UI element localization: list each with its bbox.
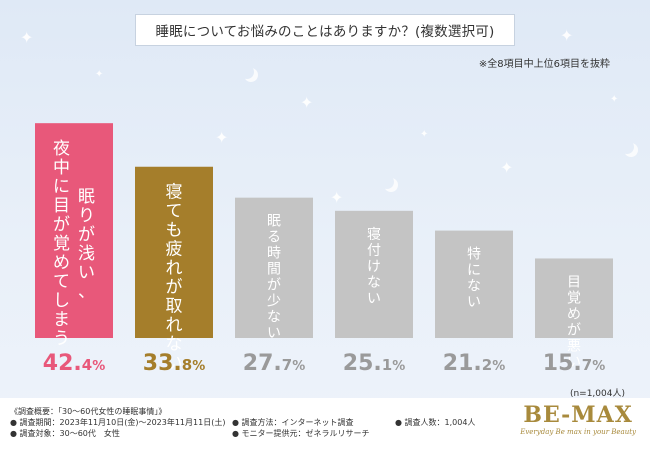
bar-label: 眠る時間が少ない	[267, 214, 281, 342]
sparkle-icon: ✦	[95, 69, 104, 80]
bar	[335, 210, 413, 338]
survey-provider: ● モニター提供元：ゼネラルリサーチ	[232, 429, 370, 438]
bar	[435, 230, 513, 338]
bar-label: 特にない	[467, 247, 481, 311]
value-label: 21.2%	[443, 351, 505, 376]
footer-col-1: 《調査概要：「30〜60代女性の睡眠事情」》 ● 調査期間：2023年11月10…	[10, 406, 225, 439]
footer-col-3: ● 調査人数：1,004人	[395, 417, 475, 428]
survey-footer: 《調査概要：「30〜60代女性の睡眠事情」》 ● 調査期間：2023年11月10…	[0, 398, 650, 450]
value-label: 42.4%	[43, 351, 105, 376]
sparkle-icon: ✦	[610, 94, 619, 105]
sparkle-icon: ✦	[560, 26, 574, 45]
bar	[235, 197, 313, 338]
value-label: 15.7%	[543, 351, 605, 376]
bar-label: 眠りが浅い、	[78, 187, 95, 302]
bar	[535, 258, 613, 338]
sparkle-icon: ✦	[420, 129, 429, 140]
brand-logo: BE-MAX Everyday Be max in your Beauty	[520, 402, 636, 436]
survey-period: ● 調査期間：2023年11月10日(金)〜2023年11月11日(土)	[10, 418, 226, 427]
chart-subtitle: ※全8項目中上位6項目を抜粋	[478, 59, 610, 70]
footer-col-2: ● 調査方法：インターネット調査 ● モニター提供元：ゼネラルリサーチ	[232, 417, 370, 439]
sparkle-icon: ✦	[500, 158, 514, 177]
sample-size-note: (n=1,004人)	[570, 388, 625, 399]
bar-label: 夜中に目が覚めてしまう	[53, 139, 70, 349]
brand-tagline: Everyday Be max in your Beauty	[520, 428, 636, 436]
value-label: 33.8%	[143, 351, 205, 376]
survey-target: ● 調査対象：30〜60代 女性	[10, 429, 120, 438]
bar-label: 寝ても疲れが取れない	[166, 182, 183, 374]
bar	[35, 123, 113, 338]
survey-count: ● 調査人数：1,004人	[395, 418, 476, 427]
value-label: 25.1%	[343, 351, 405, 376]
bar-label: 寝付けない	[367, 226, 381, 307]
survey-method: ● 調査方法：インターネット調査	[232, 418, 354, 427]
survey-overview: 《調査概要：「30〜60代女性の睡眠事情」》	[10, 407, 167, 416]
sparkle-icon: ✦	[330, 188, 344, 207]
sparkle-icon: ✦	[20, 28, 34, 47]
sparkle-icon: ✦	[215, 128, 229, 147]
sparkle-icon: ✦	[300, 93, 314, 112]
bar	[135, 166, 213, 338]
value-label: 27.7%	[243, 351, 305, 376]
bar-label: 目覚めが悪い	[567, 274, 581, 370]
brand-name: BE-MAX	[523, 402, 633, 428]
chart-title: 睡眠についてお悩みのことはありますか？(複数選択可)	[135, 14, 515, 46]
